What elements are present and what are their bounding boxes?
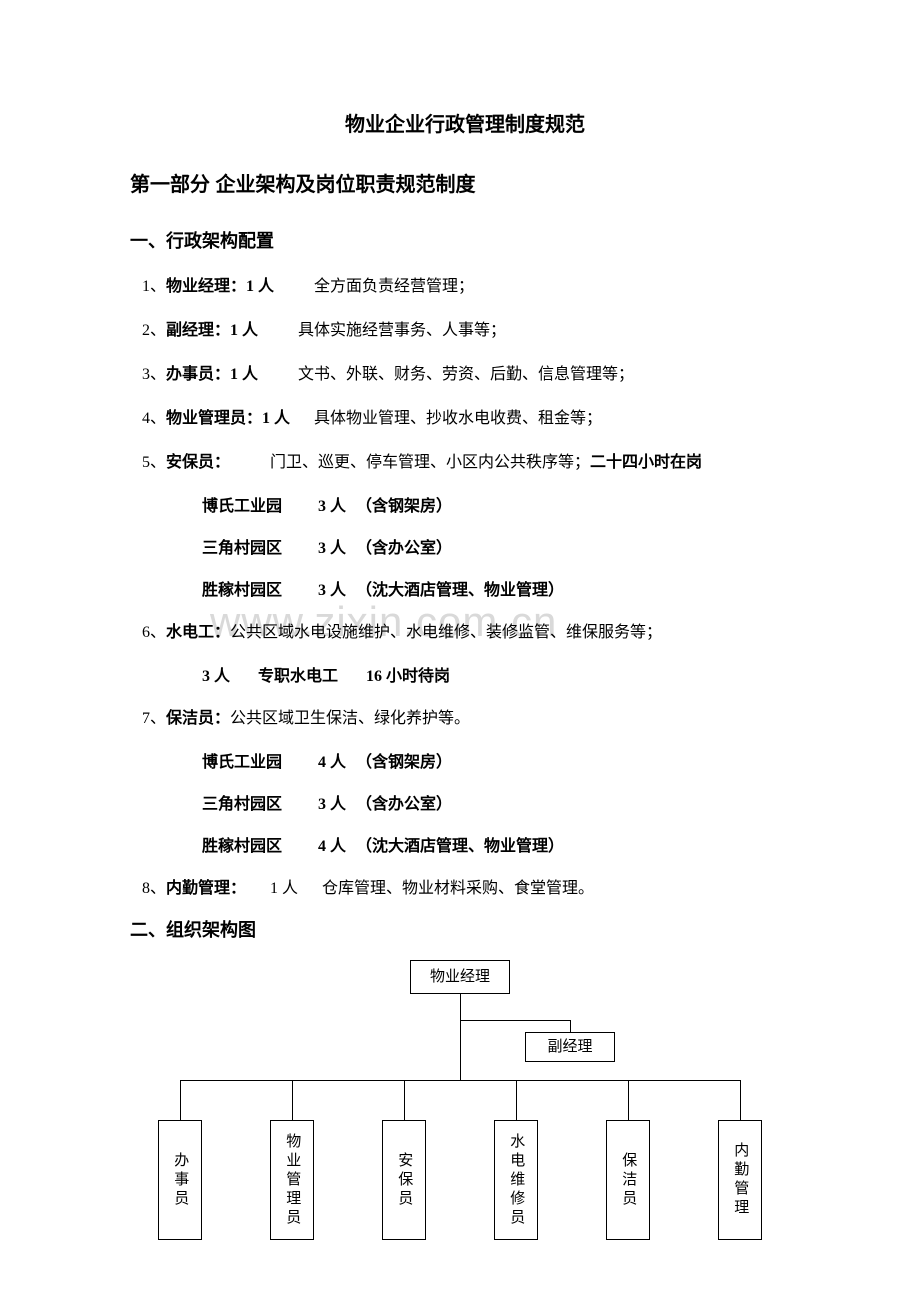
item-count: 1 人 [270, 880, 298, 897]
chart-line [460, 994, 461, 1020]
item-num: 1、 [142, 271, 166, 303]
item-num: 7、 [142, 703, 166, 735]
item-5-sub-a: 博氏工业园 3 人 （含钢架房） [130, 491, 800, 523]
sub-note: （含钢架房） [356, 498, 452, 515]
item-num: 4、 [142, 403, 166, 435]
item-3: 3、办事员：1 人 文书、外联、财务、劳资、后勤、信息管理等； [130, 359, 800, 391]
item-label: 安保员： [166, 454, 230, 471]
node-top: 物业经理 [410, 960, 510, 994]
item-5: 5、安保员： 门卫、巡更、停车管理、小区内公共秩序等；二十四小时在岗 [130, 447, 800, 479]
doc-title: 物业企业行政管理制度规范 [130, 110, 800, 140]
sub-note: （含办公室） [356, 540, 452, 557]
item-6: 6、水电工：公共区域水电设施维护、水电维修、装修监管、维保服务等； [130, 617, 800, 649]
item-5-sub-c: 胜稼村园区 3 人 （沈大酒店管理、物业管理） [130, 575, 800, 607]
item-num: 3、 [142, 359, 166, 391]
item-num: 2、 [142, 315, 166, 347]
item-label: 办事员：1 人 [166, 366, 258, 383]
sub-role: 专职水电工 [258, 668, 338, 685]
part1-heading: 第一部分 企业架构及岗位职责规范制度 [130, 170, 800, 200]
item-desc: 门卫、巡更、停车管理、小区内公共秩序等； [270, 454, 590, 471]
item-desc: 全方面负责经营管理； [314, 278, 474, 295]
item-label: 内勤管理： [166, 880, 246, 897]
item-label: 水电工： [166, 624, 230, 641]
node-leaf-2: 物业管理员 [270, 1120, 314, 1240]
chart-line [460, 1020, 461, 1080]
sub-note: （沈大酒店管理、物业管理） [356, 838, 564, 855]
item-8: 8、内勤管理： 1 人 仓库管理、物业材料采购、食堂管理。 [130, 873, 800, 905]
chart-line [460, 1020, 570, 1021]
item-7: 7、保洁员：公共区域卫生保洁、绿化养护等。 [130, 703, 800, 735]
item-num: 5、 [142, 447, 166, 479]
item-tail: 二十四小时在岗 [590, 454, 702, 471]
document-content: 物业企业行政管理制度规范 第一部分 企业架构及岗位职责规范制度 一、行政架构配置… [130, 110, 800, 1260]
sub-count: 3 人 [318, 491, 346, 523]
chart-line [740, 1080, 741, 1120]
item-num: 8、 [142, 873, 166, 905]
sub-count: 4 人 [318, 747, 346, 779]
sub-count: 3 人 [318, 789, 346, 821]
item-2: 2、副经理：1 人 具体实施经营事务、人事等； [130, 315, 800, 347]
item-label: 物业经理：1 人 [166, 278, 274, 295]
sub-place: 博氏工业园 [202, 491, 298, 523]
chart-line [516, 1080, 517, 1120]
sub-schedule: 16 小时待岗 [366, 668, 450, 685]
sub-count: 3 人 [318, 575, 346, 607]
item-4: 4、物业管理员：1 人 具体物业管理、抄收水电收费、租金等； [130, 403, 800, 435]
node-sub: 副经理 [525, 1032, 615, 1062]
node-leaf-1: 办事员 [158, 1120, 202, 1240]
item-label: 保洁员： [166, 710, 230, 727]
item-desc: 公共区域卫生保洁、绿化养护等。 [230, 710, 470, 727]
sub-count: 4 人 [318, 831, 346, 863]
item-label: 副经理：1 人 [166, 322, 258, 339]
sub-place: 博氏工业园 [202, 747, 298, 779]
node-leaf-3: 安保员 [382, 1120, 426, 1240]
chart-line [404, 1080, 405, 1120]
item-desc: 仓库管理、物业材料采购、食堂管理。 [322, 880, 594, 897]
item-num: 6、 [142, 617, 166, 649]
node-leaf-4: 水电维修员 [494, 1120, 538, 1240]
item-desc: 公共区域水电设施维护、水电维修、装修监管、维保服务等； [230, 624, 662, 641]
item-1: 1、物业经理：1 人 全方面负责经营管理； [130, 271, 800, 303]
item-label: 物业管理员：1 人 [166, 410, 290, 427]
sub-note: （含办公室） [356, 796, 452, 813]
item-desc: 文书、外联、财务、劳资、后勤、信息管理等； [298, 366, 634, 383]
section1-heading: 一、行政架构配置 [130, 228, 800, 255]
chart-line [570, 1020, 571, 1032]
node-leaf-5: 保洁员 [606, 1120, 650, 1240]
sub-place: 三角村园区 [202, 789, 298, 821]
sub-note: （沈大酒店管理、物业管理） [356, 582, 564, 599]
chart-line [628, 1080, 629, 1120]
chart-line [292, 1080, 293, 1120]
sub-count: 3 人 [202, 668, 230, 685]
sub-note: （含钢架房） [356, 754, 452, 771]
section2-heading: 二、组织架构图 [130, 917, 800, 944]
item-7-sub-c: 胜稼村园区 4 人 （沈大酒店管理、物业管理） [130, 831, 800, 863]
item-7-sub-b: 三角村园区 3 人 （含办公室） [130, 789, 800, 821]
sub-place: 胜稼村园区 [202, 575, 298, 607]
item-5-sub-b: 三角村园区 3 人 （含办公室） [130, 533, 800, 565]
chart-line [180, 1080, 740, 1081]
chart-line [180, 1080, 181, 1120]
item-desc: 具体实施经营事务、人事等； [298, 322, 506, 339]
sub-count: 3 人 [318, 533, 346, 565]
org-chart: 物业经理 副经理 办事员 物业管理员 安保员 水电维修员 保洁员 内勤管理 [130, 960, 800, 1260]
item-6-sub: 3 人 专职水电工 16 小时待岗 [130, 661, 800, 693]
item-7-sub-a: 博氏工业园 4 人 （含钢架房） [130, 747, 800, 779]
sub-place: 三角村园区 [202, 533, 298, 565]
node-leaf-6: 内勤管理 [718, 1120, 762, 1240]
item-desc: 具体物业管理、抄收水电收费、租金等； [314, 410, 602, 427]
sub-place: 胜稼村园区 [202, 831, 298, 863]
